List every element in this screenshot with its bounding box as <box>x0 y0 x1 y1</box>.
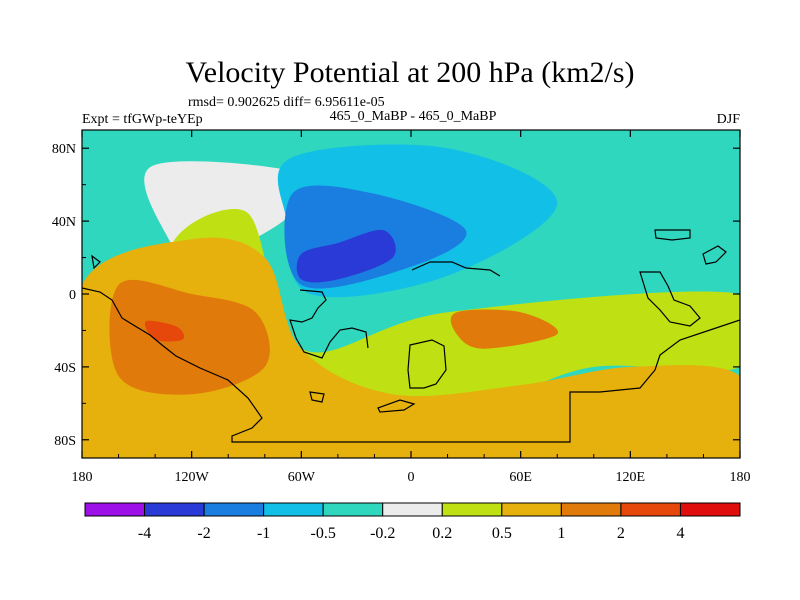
case-label: 465_0_MaBP - 465_0_MaBP <box>330 109 497 124</box>
season-label: DJF <box>717 112 741 127</box>
colorbar-label: 0.2 <box>432 525 452 542</box>
colorbar-box <box>679 502 741 517</box>
colorbar: -4 -2 -1 -0.5 -0.2 0.2 0.5 1 2 4 <box>84 502 741 542</box>
expt-label: Expt = tfGWp-teYEp <box>82 112 203 127</box>
x-tick-label: 120E <box>616 470 646 485</box>
colorbar-label: -0.5 <box>311 525 336 542</box>
colorbar-box <box>322 502 384 517</box>
colorbar-label: 4 <box>676 525 684 542</box>
colorbar-label: -1 <box>257 525 270 542</box>
colorbar-box <box>620 502 681 517</box>
colorbar-label: -2 <box>197 525 210 542</box>
y-tick-label: 0 <box>69 288 76 303</box>
colorbar-box <box>560 502 622 517</box>
x-tick-label: 60W <box>288 470 316 485</box>
y-tick-label: 40S <box>54 361 76 376</box>
colorbar-box <box>144 502 205 517</box>
x-tick-label: 0 <box>408 470 415 485</box>
x-tick-label: 120W <box>175 470 210 485</box>
contour-region-7 <box>109 279 270 395</box>
chart-title: Velocity Potential at 200 hPa (km2/s) <box>185 56 634 89</box>
y-tick-label: 80N <box>52 142 76 157</box>
contour-region-8 <box>450 309 559 349</box>
x-tick-label: 180 <box>72 470 93 485</box>
coastlines <box>82 229 740 443</box>
colorbar-label: 0.5 <box>492 525 512 542</box>
colorbar-box <box>263 502 324 517</box>
colorbar-label: 1 <box>557 525 565 542</box>
colorbar-box <box>203 502 265 517</box>
colorbar-label: 2 <box>617 525 625 542</box>
x-tick-label: 180 <box>730 470 751 485</box>
y-tick-label: 80S <box>54 434 76 449</box>
stats-line: rmsd= 0.902625 diff= 6.95611e-05 <box>188 95 385 110</box>
contour-region-6 <box>82 237 740 458</box>
contour-region-9 <box>144 320 185 342</box>
colorbar-label: -0.2 <box>370 525 395 542</box>
colorbar-label: -4 <box>138 525 151 542</box>
colorbar-box <box>441 502 503 517</box>
colorbar-box <box>382 502 443 517</box>
colorbar-box <box>501 502 562 517</box>
contour-region-4 <box>296 229 396 283</box>
y-tick-label: 40N <box>52 215 76 230</box>
plot-area: 180 120W 60W 0 60E 120E 180 80N 40N 0 40S 80S <box>52 129 751 485</box>
colorbar-box <box>84 502 146 517</box>
x-tick-label: 60E <box>509 470 532 485</box>
